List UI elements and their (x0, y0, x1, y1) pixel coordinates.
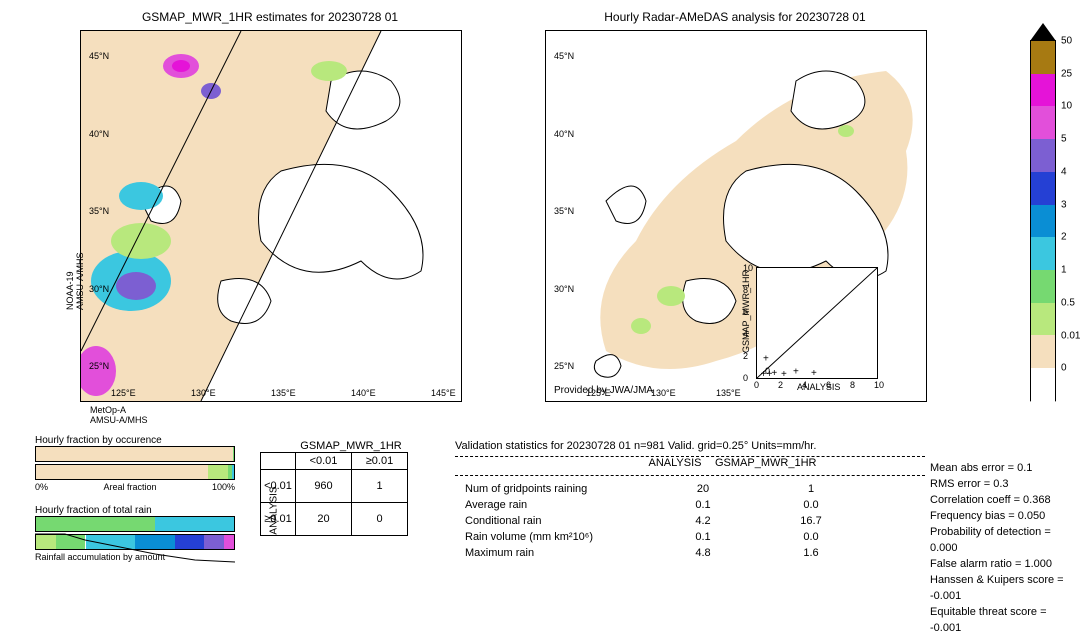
sat-label-0: NOAA-19 (65, 271, 75, 310)
contingency-panel: GSMAP_MWR_1HR <0.01≥0.01 <0.019601 ≥0.01… (260, 440, 408, 536)
cont-cell-11: 0 (352, 503, 408, 536)
val-col-1: ANALYSIS (635, 457, 715, 475)
sat-sensor-1: AMSU-A/MHS (90, 415, 148, 425)
val-col-2: GSMAP_MWR_1HR (715, 457, 835, 475)
cont-cell-01: 1 (352, 470, 408, 503)
sat-label-1: MetOp-A (90, 405, 126, 415)
occ-axis-lo: 0% (35, 482, 48, 492)
occurrence-panel: Hourly fraction by occurence EstObs 0% A… (35, 435, 235, 492)
svg-text:+: + (793, 367, 799, 378)
colorbar-arrow-top (1030, 23, 1056, 41)
totalrain-footer: Rainfall accumulation by amount (35, 552, 235, 562)
validation-panel: Validation statistics for 20230728 01 n=… (455, 440, 925, 558)
colorbar-arrow-bot (1030, 401, 1056, 419)
cont-cell-10: 20 (296, 503, 352, 536)
left-map: 125°E130°E135°E140°E145°E25°N30°N35°N40°… (80, 30, 462, 402)
svg-text:+: + (763, 354, 769, 365)
cont-col-1: ≥0.01 (352, 453, 408, 470)
svg-text:+: + (811, 368, 817, 378)
occ-axis-label: Areal fraction (103, 482, 156, 492)
totalrain-title: Hourly fraction of total rain (35, 505, 235, 516)
totalrain-panel: Hourly fraction of total rain EstObs Rai… (35, 505, 235, 562)
left-map-title: GSMAP_MWR_1HR estimates for 20230728 01 (80, 10, 460, 24)
contingency-col-header: GSMAP_MWR_1HR (294, 440, 408, 452)
sat-sensor-0: AMSU-A/MHS (75, 252, 85, 310)
right-map-title: Hourly Radar-AMeDAS analysis for 2023072… (545, 10, 925, 24)
right-map: Provided by JWA/JMA 0 +++++++ ANALYSIS G… (545, 30, 927, 402)
occ-axis-hi: 100% (212, 482, 235, 492)
svg-text:+: + (781, 369, 787, 378)
left-map-svg (81, 31, 461, 401)
cont-col-0: <0.01 (296, 453, 352, 470)
validation-header: Validation statistics for 20230728 01 n=… (455, 440, 925, 452)
validation-right: Mean abs error = 0.1RMS error = 0.3Corre… (930, 460, 1080, 636)
scatter-plot: 0 +++++++ ANALYSIS GSMAP_MWR_1HR 0022446… (756, 267, 878, 379)
contingency-row-header: ANALYSIS (269, 486, 280, 534)
colorbar: 502510543210.50.010 (1030, 40, 1056, 402)
cont-cell-00: 960 (296, 470, 352, 503)
occurrence-title: Hourly fraction by occurence (35, 435, 235, 446)
svg-text:+: + (771, 368, 777, 378)
